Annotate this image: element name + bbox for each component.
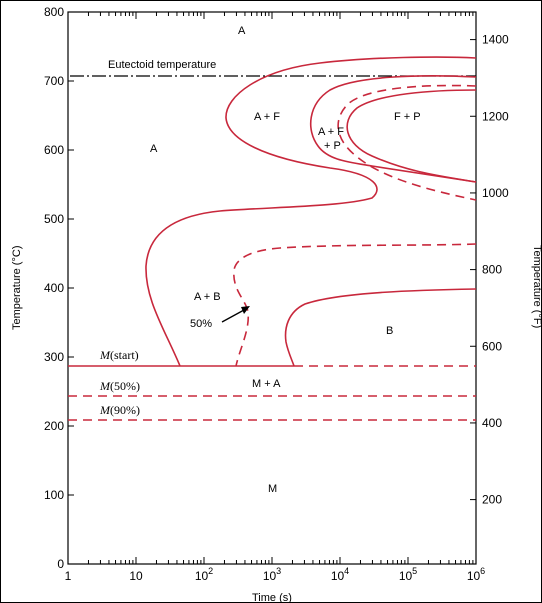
y-axis-right-label: Temperature (°F)	[531, 245, 542, 328]
region-martensite: M	[268, 483, 277, 495]
region-a-plus-f-2: A + F	[318, 126, 344, 138]
m90-label: M(90%)	[99, 403, 140, 417]
y-right-tick-label: 1000	[482, 186, 509, 200]
p-finish-curve	[346, 89, 477, 183]
y-right-tick-label: 400	[482, 416, 502, 430]
plot-area	[67, 11, 477, 565]
y-axis-left-label: Temperature (°C)	[11, 246, 23, 330]
m50-label: M(50%)	[99, 379, 140, 393]
fp-50-curve	[337, 84, 477, 201]
start-curve	[145, 56, 477, 367]
region-austenite-top: A	[238, 25, 246, 37]
y-left-tick-label: 400	[44, 281, 64, 295]
region-m-plus-a: M + A	[252, 378, 281, 390]
arrow-head	[241, 306, 250, 314]
x-tick-label: 106	[467, 566, 485, 583]
y-left-tick-label: 0	[57, 557, 64, 571]
y-right-tick-label: 200	[482, 493, 502, 507]
y-left-tick-label: 200	[44, 419, 64, 433]
ms-label: M(start)	[99, 348, 139, 362]
y-axis-left-ticks: 0 100 200 300 400 500 600 700 800	[44, 5, 74, 571]
y-right-tick-label: 1200	[482, 109, 509, 123]
region-a-plus-b: A + B	[194, 291, 221, 303]
y-right-tick-label: 800	[482, 263, 502, 277]
region-plus-p: + P	[324, 140, 341, 152]
y-left-tick-label: 300	[44, 350, 64, 364]
x-axis-ticks: 1 10 102 103 104 105 106	[65, 12, 485, 583]
bainite-finish-curve	[284, 288, 477, 367]
x-tick-label: 102	[195, 566, 213, 583]
region-bainite: B	[386, 325, 393, 337]
y-right-tick-label: 1400	[482, 33, 509, 47]
y-left-tick-label: 800	[44, 5, 64, 19]
x-tick-label: 105	[399, 566, 417, 583]
x-tick-label: 104	[331, 566, 349, 583]
y-left-tick-label: 700	[44, 74, 64, 88]
y-left-tick-label: 500	[44, 212, 64, 226]
x-tick-label: 1	[65, 569, 72, 583]
y-left-tick-label: 600	[44, 143, 64, 157]
eutectoid-label: Eutectoid temperature	[108, 59, 216, 71]
y-left-tick-label: 100	[44, 488, 64, 502]
y-axis-right-ticks: 200 400 600 800 1000 1200 1400	[470, 33, 509, 507]
fifty-percent-arrow	[221, 309, 245, 323]
region-f-plus-p: F + P	[394, 111, 421, 123]
bainite-start-curve	[233, 243, 477, 367]
region-a-plus-f: A + F	[254, 111, 280, 123]
x-tick-label: 10	[129, 569, 143, 583]
x-axis-label: Time (s)	[252, 592, 292, 603]
x-tick-label: 103	[263, 566, 281, 583]
region-austenite: A	[150, 143, 158, 155]
f-finish-curve	[310, 75, 477, 183]
fifty-percent-label: 50%	[190, 318, 212, 330]
y-right-tick-label: 600	[482, 339, 502, 353]
